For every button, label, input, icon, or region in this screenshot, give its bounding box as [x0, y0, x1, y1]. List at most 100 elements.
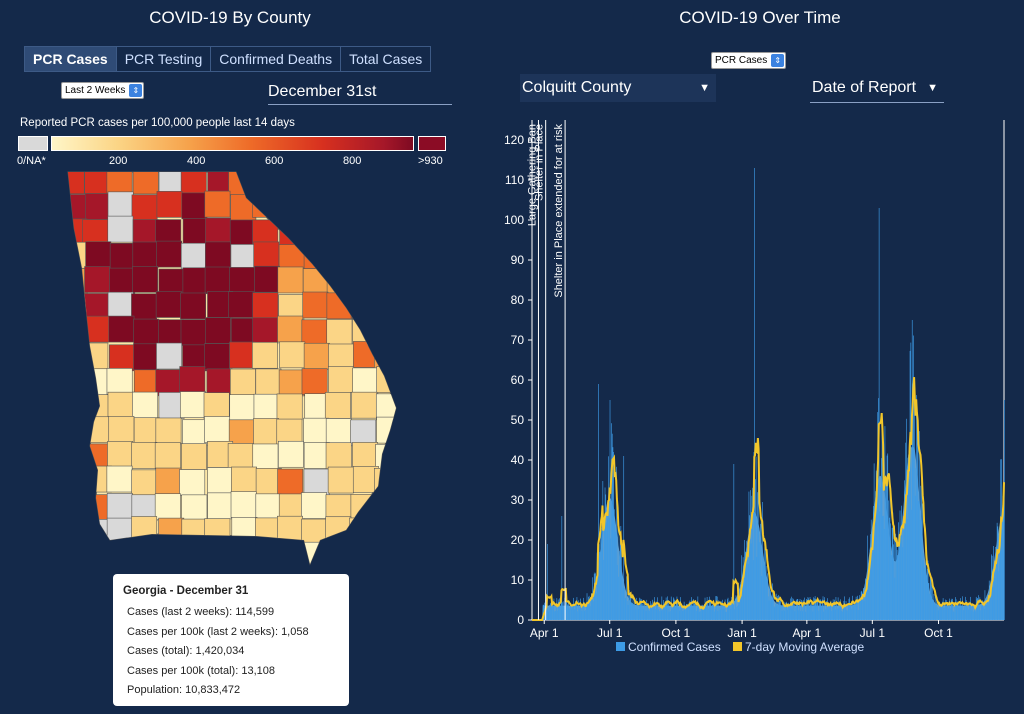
county-shape [182, 267, 209, 295]
case-bar [839, 606, 840, 620]
county-shape [204, 518, 231, 545]
case-bar [926, 575, 927, 620]
case-bar [715, 596, 717, 620]
georgia-county-map[interactable] [60, 168, 400, 568]
range-select[interactable]: Last 2 Weeks ⇕ [61, 82, 145, 99]
county-shape [302, 268, 329, 295]
tab-pcr-cases[interactable]: PCR Cases [25, 47, 117, 71]
county-select[interactable]: Colquitt County ▼ [520, 74, 716, 102]
case-bar [656, 602, 658, 620]
case-bar [713, 603, 714, 620]
county-shape [255, 517, 281, 545]
county-shape [351, 391, 378, 419]
case-bar [925, 560, 927, 620]
case-bar [737, 606, 738, 620]
county-shape [325, 442, 352, 470]
case-bar [889, 491, 891, 620]
case-bar [727, 599, 728, 620]
case-bar [826, 601, 827, 620]
case-bar [951, 598, 953, 620]
county-shape [278, 541, 305, 564]
case-bar [827, 598, 828, 620]
case-bar [800, 610, 802, 620]
date-field[interactable]: December 31st [268, 80, 452, 105]
county-shape [328, 343, 355, 371]
case-bar [989, 592, 991, 620]
county-shape [181, 443, 207, 470]
legend-max-label: >930 [418, 155, 443, 167]
county-shape [303, 468, 330, 496]
county-shape [230, 491, 257, 518]
case-bar [765, 565, 767, 620]
county-shape [252, 317, 279, 345]
tab-confirmed-deaths[interactable]: Confirmed Deaths [211, 47, 342, 71]
metric-tabs: PCR Cases PCR Testing Confirmed Deaths T… [24, 46, 432, 72]
case-bar [977, 598, 979, 620]
case-bar [808, 598, 809, 620]
y-tick-label: 40 [511, 453, 525, 467]
case-bar [778, 595, 780, 620]
case-bar [878, 398, 879, 620]
case-bar [838, 608, 840, 620]
county-shape [350, 419, 377, 447]
cases-over-time-chart[interactable]: 0 10 20 30 40 50 60 70 80 90 100 110 120 Apr 1 Jul 1 Oc… [490, 110, 1020, 660]
case-bar [555, 605, 557, 620]
case-bar [820, 600, 822, 620]
case-bar [574, 609, 576, 620]
y-tick-label: 110 [505, 173, 524, 187]
tab-total-cases[interactable]: Total Cases [341, 47, 431, 71]
case-bar [787, 609, 789, 620]
case-bar [959, 601, 961, 620]
case-bar [745, 553, 747, 620]
county-shape [68, 194, 87, 221]
county-select-value: Colquitt County [522, 79, 632, 96]
case-bar [761, 576, 763, 620]
tooltip-row: Cases (total): 1,420,034 [127, 645, 245, 657]
case-bar [972, 603, 973, 620]
county-shape [158, 392, 185, 419]
legend-tick-600: 600 [265, 155, 284, 167]
county-shape [277, 266, 304, 294]
county-shape [373, 217, 396, 244]
case-bar [548, 607, 550, 620]
tooltip-title: Georgia - December 31 [123, 585, 249, 597]
case-bar [809, 597, 811, 620]
county-shape [277, 440, 304, 468]
case-bar [592, 577, 594, 620]
county-shape [301, 368, 328, 395]
case-bar [633, 604, 635, 620]
case-bar [597, 559, 599, 620]
case-bar [853, 605, 855, 620]
case-bar [844, 596, 845, 620]
case-bar [970, 596, 971, 620]
county-shape [84, 416, 111, 444]
date-axis-select[interactable]: Date of Report ▼ [810, 74, 944, 103]
county-shape [230, 543, 257, 564]
case-bar [636, 597, 637, 620]
case-bar [620, 526, 622, 620]
tab-pcr-testing[interactable]: PCR Testing [116, 47, 212, 71]
tooltip-row: Cases per 100k (total): 13,108 [127, 664, 275, 677]
case-bar [553, 598, 555, 620]
case-bar [706, 602, 707, 620]
county-shape [327, 466, 354, 494]
legend-tick-200: 200 [109, 155, 128, 167]
case-bar [851, 608, 853, 620]
county-shape [303, 342, 330, 370]
x-tick-label: Oct 1 [662, 626, 691, 640]
x-tick-label: Apr 1 [530, 626, 559, 640]
case-bar [829, 603, 831, 620]
chart-axes: 0 10 20 30 40 50 60 70 80 90 100 110 120 Apr 1 Jul 1 Oc… [504, 120, 1005, 640]
case-bar [591, 594, 593, 620]
county-shape [68, 492, 86, 519]
case-bar [785, 602, 786, 620]
case-bar [885, 480, 886, 620]
case-bar [777, 595, 779, 620]
case-bar [861, 590, 863, 620]
caret-down-icon: ▼ [699, 82, 710, 94]
case-bar [954, 605, 956, 620]
case-bar [938, 608, 940, 620]
case-bar [798, 610, 799, 620]
chart-metric-select[interactable]: PCR Cases ⇕ [711, 52, 787, 69]
county-shape [351, 172, 377, 195]
